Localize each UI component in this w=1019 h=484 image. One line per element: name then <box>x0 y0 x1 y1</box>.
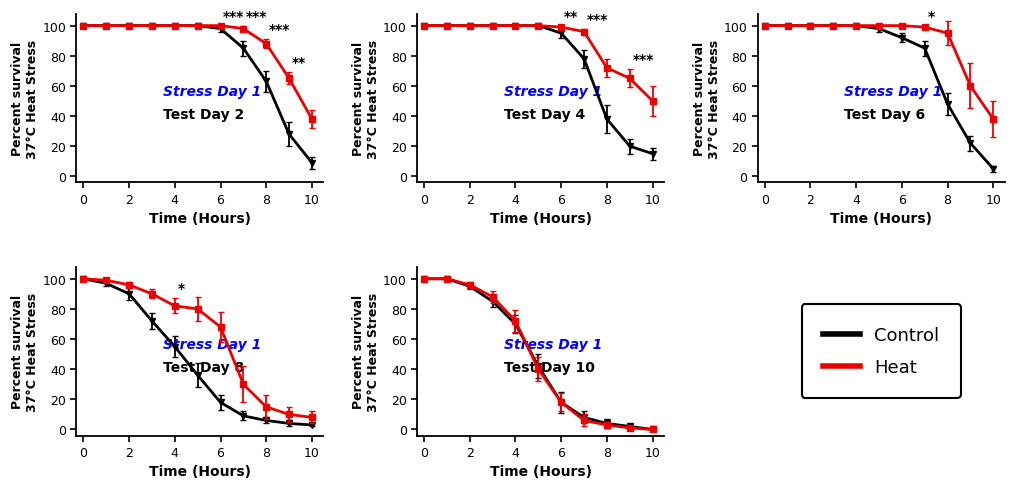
Y-axis label: Percent survival
37°C Heat Stress: Percent survival 37°C Heat Stress <box>352 39 380 158</box>
Text: Stress Day 1: Stress Day 1 <box>844 84 942 98</box>
Y-axis label: Percent survival
37°C Heat Stress: Percent survival 37°C Heat Stress <box>352 292 380 411</box>
Text: Test Day 4: Test Day 4 <box>503 108 584 122</box>
Text: ***: *** <box>246 10 267 24</box>
Text: Test Day 8: Test Day 8 <box>163 361 244 375</box>
Text: *: * <box>926 10 933 24</box>
Text: Stress Day 1: Stress Day 1 <box>163 84 261 98</box>
Text: Test Day 2: Test Day 2 <box>163 108 244 122</box>
X-axis label: Time (Hours): Time (Hours) <box>489 465 591 479</box>
Text: *: * <box>177 282 184 296</box>
Text: Test Day 10: Test Day 10 <box>503 361 594 375</box>
X-axis label: Time (Hours): Time (Hours) <box>489 212 591 226</box>
Y-axis label: Percent survival
37°C Heat Stress: Percent survival 37°C Heat Stress <box>692 39 720 158</box>
Text: Test Day 6: Test Day 6 <box>844 108 924 122</box>
Text: ***: *** <box>586 13 607 27</box>
Text: ***: *** <box>632 53 653 67</box>
Text: Stress Day 1: Stress Day 1 <box>163 337 261 351</box>
Text: Stress Day 1: Stress Day 1 <box>503 337 601 351</box>
Text: Stress Day 1: Stress Day 1 <box>503 84 601 98</box>
Y-axis label: Percent survival
37°C Heat Stress: Percent survival 37°C Heat Stress <box>11 39 40 158</box>
Text: ***: *** <box>223 10 245 24</box>
Text: **: ** <box>291 56 306 70</box>
Legend: Control, Heat: Control, Heat <box>801 304 960 398</box>
Text: ***: *** <box>269 23 290 37</box>
X-axis label: Time (Hours): Time (Hours) <box>829 212 931 226</box>
X-axis label: Time (Hours): Time (Hours) <box>149 465 251 479</box>
Y-axis label: Percent survival
37°C Heat Stress: Percent survival 37°C Heat Stress <box>11 292 40 411</box>
X-axis label: Time (Hours): Time (Hours) <box>149 212 251 226</box>
Text: **: ** <box>564 10 578 24</box>
